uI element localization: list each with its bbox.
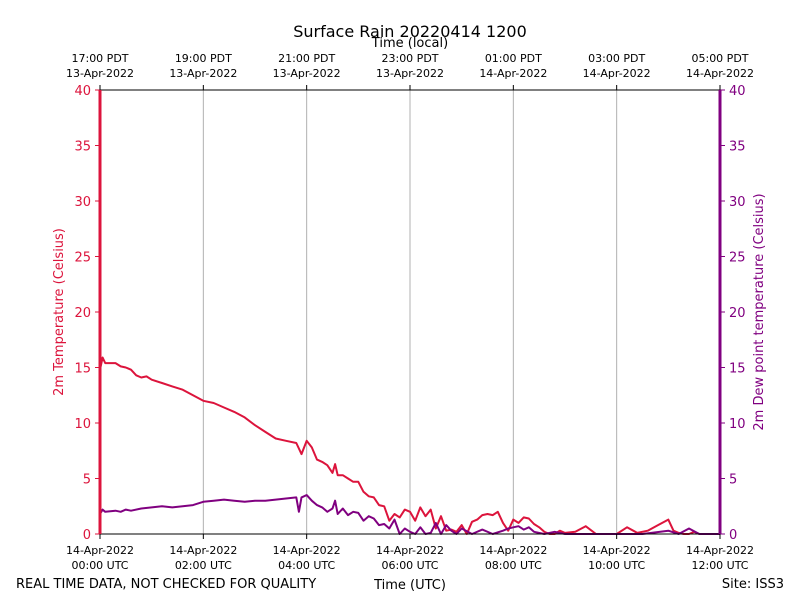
grid-lines <box>202 90 618 534</box>
y-tick-label-right: 35 <box>729 140 746 155</box>
x-tick-label-local-date: 14-Apr-2022 <box>479 67 547 80</box>
x-tick-label-local-time: 19:00 PDT <box>175 52 232 65</box>
chart-title: Surface Rain 20220414 1200 <box>293 22 527 41</box>
x-tick-label-utc-date: 14-Apr-2022 <box>273 544 341 557</box>
x-tick-label-utc-time: 04:00 UTC <box>278 559 335 572</box>
y-tick-label-right: 40 <box>729 84 746 99</box>
y-tick-label-left: 40 <box>74 84 91 99</box>
y-tick-label-left: 20 <box>74 306 91 321</box>
x-tick-label-local-date: 13-Apr-2022 <box>273 67 341 80</box>
x-tick-label-local-time: 17:00 PDT <box>71 52 128 65</box>
y-tick-label-left: 25 <box>74 251 91 266</box>
dewpoint-line <box>99 494 720 535</box>
x-tick-label-utc-date: 14-Apr-2022 <box>66 544 134 557</box>
y-axis-label-right: 2m Dew point temperature (Celsius) <box>752 193 767 430</box>
y-tick-label-left: 5 <box>83 473 91 488</box>
top-axis-title: Time (local) <box>371 36 448 51</box>
x-tick-label-utc-date: 14-Apr-2022 <box>376 544 444 557</box>
x-tick-label-local-date: 13-Apr-2022 <box>169 67 237 80</box>
y-tick-label-right: 10 <box>729 417 746 432</box>
y-tick-label-left: 30 <box>74 195 91 210</box>
x-tick-label-local-date: 13-Apr-2022 <box>376 67 444 80</box>
y-tick-label-right: 0 <box>729 528 737 543</box>
x-tick-label-local-time: 03:00 PDT <box>588 52 645 65</box>
x-tick-label-utc-time: 10:00 UTC <box>588 559 645 572</box>
x-tick-label-local-time: 23:00 PDT <box>381 52 438 65</box>
y-tick-label-left: 35 <box>74 140 91 155</box>
ticks-layer: 0 0 5 5 10 10 15 15 20 20 25 25 30 30 35 35 40 40 14-Apr-2… <box>66 52 754 572</box>
x-tick-label-utc-date: 14-Apr-2022 <box>479 544 547 557</box>
quality-disclaimer: REAL TIME DATA, NOT CHECKED FOR QUALITY <box>16 577 316 592</box>
x-tick-label-utc-date: 14-Apr-2022 <box>583 544 651 557</box>
x-tick-label-utc-date: 14-Apr-2022 <box>686 544 754 557</box>
x-tick-label-utc-time: 02:00 UTC <box>175 559 232 572</box>
x-tick-label-utc-time: 00:00 UTC <box>71 559 128 572</box>
y-tick-label-left: 15 <box>74 362 91 377</box>
x-axis-label: Time (UTC) <box>373 578 446 593</box>
x-tick-label-local-date: 14-Apr-2022 <box>686 67 754 80</box>
y-tick-label-right: 20 <box>729 306 746 321</box>
x-tick-label-utc-time: 06:00 UTC <box>381 559 438 572</box>
x-tick-label-utc-time: 12:00 UTC <box>691 559 748 572</box>
y-tick-label-left: 0 <box>83 528 91 543</box>
y-tick-label-right: 25 <box>729 251 746 266</box>
x-tick-label-utc-date: 14-Apr-2022 <box>169 544 237 557</box>
y-tick-label-right: 15 <box>729 362 746 377</box>
x-tick-label-local-date: 13-Apr-2022 <box>66 67 134 80</box>
x-tick-label-local-time: 05:00 PDT <box>691 52 748 65</box>
y-tick-label-right: 30 <box>729 195 746 210</box>
x-tick-label-local-time: 01:00 PDT <box>485 52 542 65</box>
y-tick-label-right: 5 <box>729 473 737 488</box>
y-axis-label-left: 2m Temperature (Celsius) <box>52 228 67 396</box>
site-label: Site: ISS3 <box>722 577 784 592</box>
x-tick-label-utc-time: 08:00 UTC <box>485 559 542 572</box>
x-tick-label-local-date: 14-Apr-2022 <box>583 67 651 80</box>
x-tick-label-local-time: 21:00 PDT <box>278 52 335 65</box>
y-tick-label-left: 10 <box>74 417 91 432</box>
